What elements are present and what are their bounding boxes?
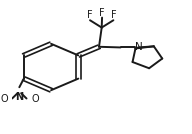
- Text: O: O: [31, 94, 39, 104]
- Text: F: F: [99, 8, 105, 18]
- Text: O: O: [0, 94, 8, 104]
- Text: N: N: [135, 42, 142, 52]
- Text: F: F: [111, 10, 116, 20]
- Text: N: N: [15, 92, 23, 102]
- Text: F: F: [87, 10, 93, 20]
